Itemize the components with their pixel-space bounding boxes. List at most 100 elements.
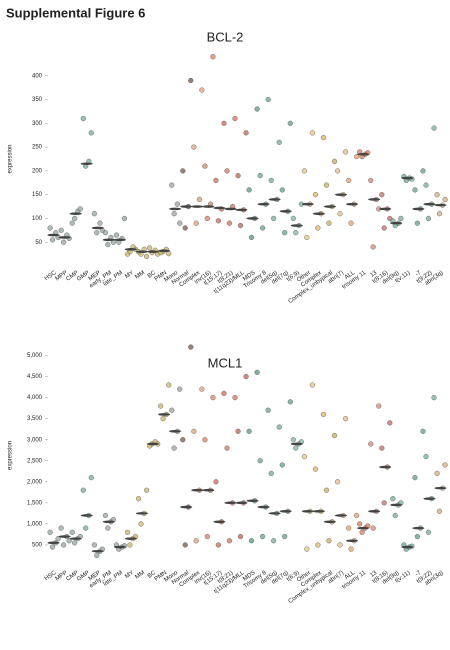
data-point xyxy=(193,538,199,544)
data-point xyxy=(398,215,404,222)
data-point xyxy=(121,215,128,222)
data-point xyxy=(354,512,360,519)
data-point xyxy=(169,407,175,413)
x-tick-label: BC xyxy=(147,270,158,280)
y-tick-label: 250 xyxy=(32,145,43,151)
median-marker xyxy=(58,535,71,538)
data-point xyxy=(301,453,308,460)
median-marker xyxy=(290,442,303,446)
median-marker xyxy=(279,210,292,213)
data-point xyxy=(177,386,183,392)
data-point xyxy=(423,182,429,188)
median-marker xyxy=(268,512,281,515)
median-marker xyxy=(312,509,325,513)
data-point xyxy=(77,206,83,212)
data-point xyxy=(55,536,61,542)
data-point xyxy=(312,192,319,198)
median-marker xyxy=(69,212,82,215)
data-point xyxy=(354,154,360,160)
x-tick-label: -7 xyxy=(415,570,423,578)
data-point xyxy=(202,163,208,169)
data-point xyxy=(202,437,208,443)
data-point xyxy=(287,399,293,405)
data-point xyxy=(257,458,263,464)
x-tick-label: MM xyxy=(134,270,146,281)
data-point xyxy=(177,220,183,226)
data-point xyxy=(312,466,319,472)
data-point xyxy=(265,407,271,413)
data-point xyxy=(265,96,271,103)
data-point xyxy=(169,182,175,188)
data-point xyxy=(69,220,75,226)
y-tick-label: 300 xyxy=(32,121,43,127)
data-point xyxy=(381,225,387,231)
data-point xyxy=(414,533,420,540)
data-point xyxy=(215,218,221,224)
data-point xyxy=(282,533,288,540)
data-point xyxy=(436,508,443,514)
data-point xyxy=(215,542,221,548)
x-tick-label: 13 xyxy=(369,570,378,579)
data-point xyxy=(290,215,296,222)
median-marker xyxy=(357,152,370,156)
data-point xyxy=(287,120,293,126)
data-point xyxy=(188,344,194,350)
data-point xyxy=(182,542,188,548)
median-marker xyxy=(224,501,237,505)
data-point xyxy=(102,230,109,236)
data-point xyxy=(379,192,385,198)
data-point xyxy=(320,135,327,141)
data-point xyxy=(331,432,338,439)
median-marker xyxy=(368,509,381,513)
data-point xyxy=(357,521,363,527)
data-point xyxy=(88,475,94,481)
data-point xyxy=(359,529,365,535)
x-tick-label: ALL xyxy=(344,270,357,281)
data-point xyxy=(348,220,354,226)
median-marker xyxy=(91,226,104,230)
data-point xyxy=(102,512,109,519)
data-point xyxy=(431,125,437,131)
data-point xyxy=(221,390,227,397)
data-point xyxy=(342,149,349,155)
median-marker xyxy=(390,503,403,507)
median-marker xyxy=(312,212,325,215)
median-marker xyxy=(69,537,82,540)
data-point xyxy=(442,462,448,468)
median-marker xyxy=(91,549,104,553)
data-point xyxy=(72,540,78,546)
chart-title: MCL1 xyxy=(208,355,243,370)
data-point xyxy=(276,139,282,145)
y-tick-label: 150 xyxy=(32,192,43,198)
data-point xyxy=(191,428,197,434)
data-point xyxy=(204,533,210,540)
x-tick-label: MY xyxy=(124,570,135,580)
median-marker xyxy=(146,250,160,254)
median-marker xyxy=(180,205,193,208)
data-point xyxy=(381,500,387,506)
data-point xyxy=(188,77,194,84)
y-tick-label: 2,000 xyxy=(27,479,43,485)
data-point xyxy=(320,411,327,418)
data-point xyxy=(226,538,233,544)
data-point xyxy=(301,168,308,174)
x-tick-label: ALL xyxy=(344,570,357,581)
x-tick-label: -7 xyxy=(415,270,423,278)
data-point xyxy=(414,220,420,226)
page-title: Supplemental Figure 6 xyxy=(6,5,145,20)
data-point xyxy=(226,220,233,226)
data-point xyxy=(69,529,75,535)
data-point xyxy=(143,253,150,260)
data-point xyxy=(80,487,86,493)
median-marker xyxy=(246,499,259,503)
median-marker xyxy=(434,203,447,207)
median-marker xyxy=(102,520,115,524)
data-point xyxy=(58,227,64,233)
median-marker xyxy=(135,512,149,515)
data-point xyxy=(392,512,398,519)
data-point xyxy=(196,196,203,203)
median-marker xyxy=(401,176,414,180)
data-point xyxy=(337,211,343,217)
y-tick-label: 200 xyxy=(32,168,43,174)
median-marker xyxy=(334,514,348,517)
